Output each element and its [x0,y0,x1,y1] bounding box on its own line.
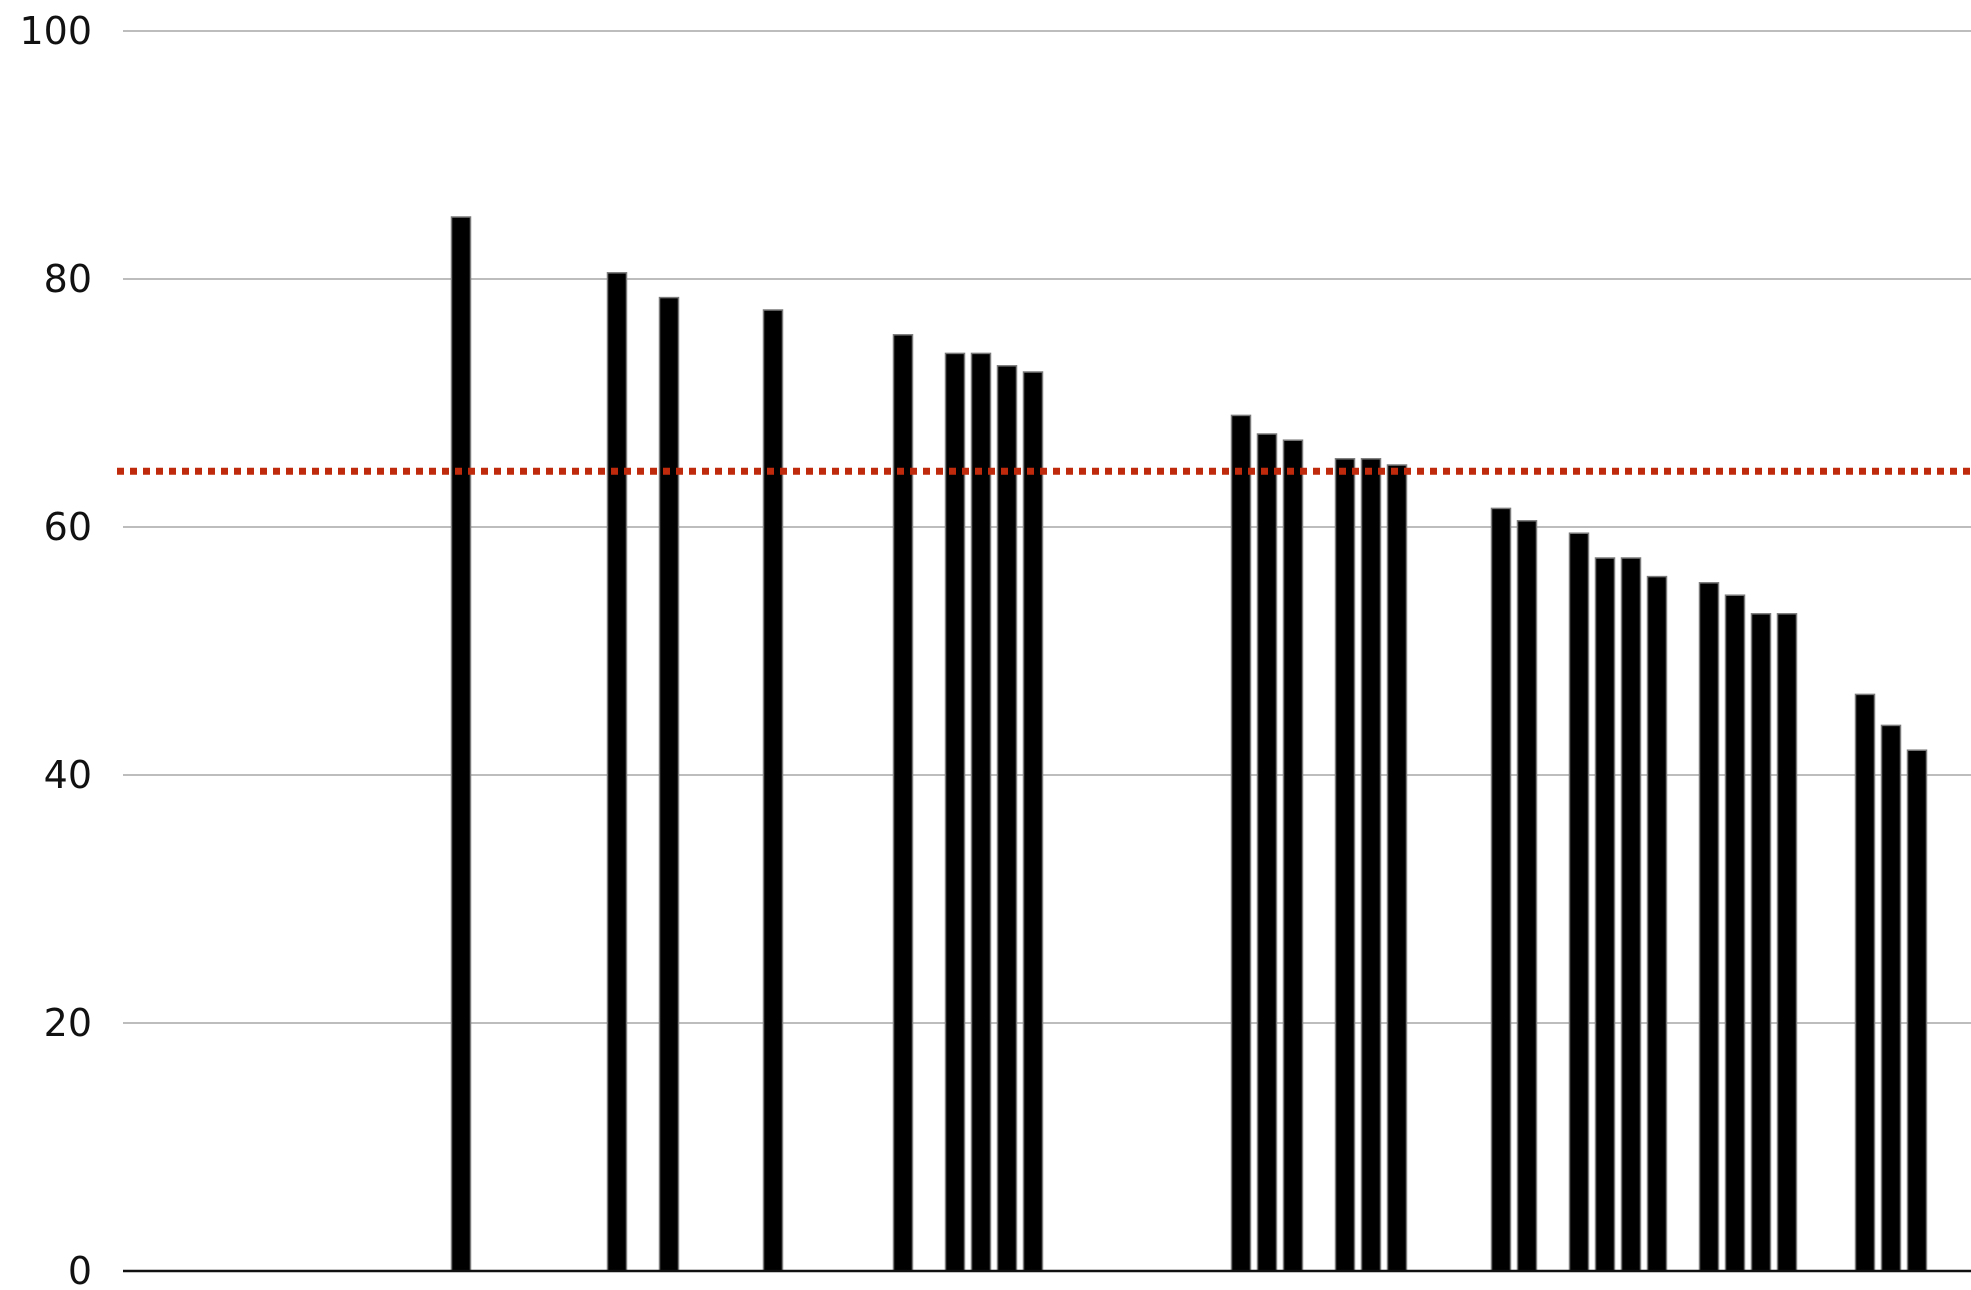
y-tick-label: 0 [68,1249,92,1290]
bar [762,309,784,1272]
bar [1282,439,1304,1272]
bar [944,352,966,1272]
gridlines [123,30,1971,1024]
y-tick-label: 100 [19,9,92,53]
bar [450,216,472,1272]
bar [1906,749,1928,1272]
bar [658,296,680,1272]
bar [1360,458,1382,1272]
bar [1724,594,1746,1272]
bar [1620,557,1642,1272]
bar [996,365,1018,1272]
bar [606,272,628,1272]
bar [1334,458,1356,1272]
y-tick-labels: 0 20 40 60 80 100 [19,9,92,1290]
bar [1230,414,1252,1272]
bar [1490,507,1512,1272]
bars [450,216,1928,1272]
y-tick-label: 60 [44,505,92,549]
bar [1568,532,1590,1272]
bar [1516,520,1538,1272]
bar [1646,575,1668,1272]
bar [1750,613,1772,1272]
bar [1256,433,1278,1272]
bar [970,352,992,1272]
bar [1594,557,1616,1272]
y-tick-label: 20 [44,1001,92,1045]
bar [1698,582,1720,1272]
bar [1776,613,1798,1272]
bar [1386,464,1408,1272]
bar [1854,693,1876,1272]
bar [1880,724,1902,1272]
y-tick-label: 80 [44,257,92,301]
bar [1022,371,1044,1272]
bar [892,334,914,1272]
y-tick-label: 40 [44,753,92,797]
